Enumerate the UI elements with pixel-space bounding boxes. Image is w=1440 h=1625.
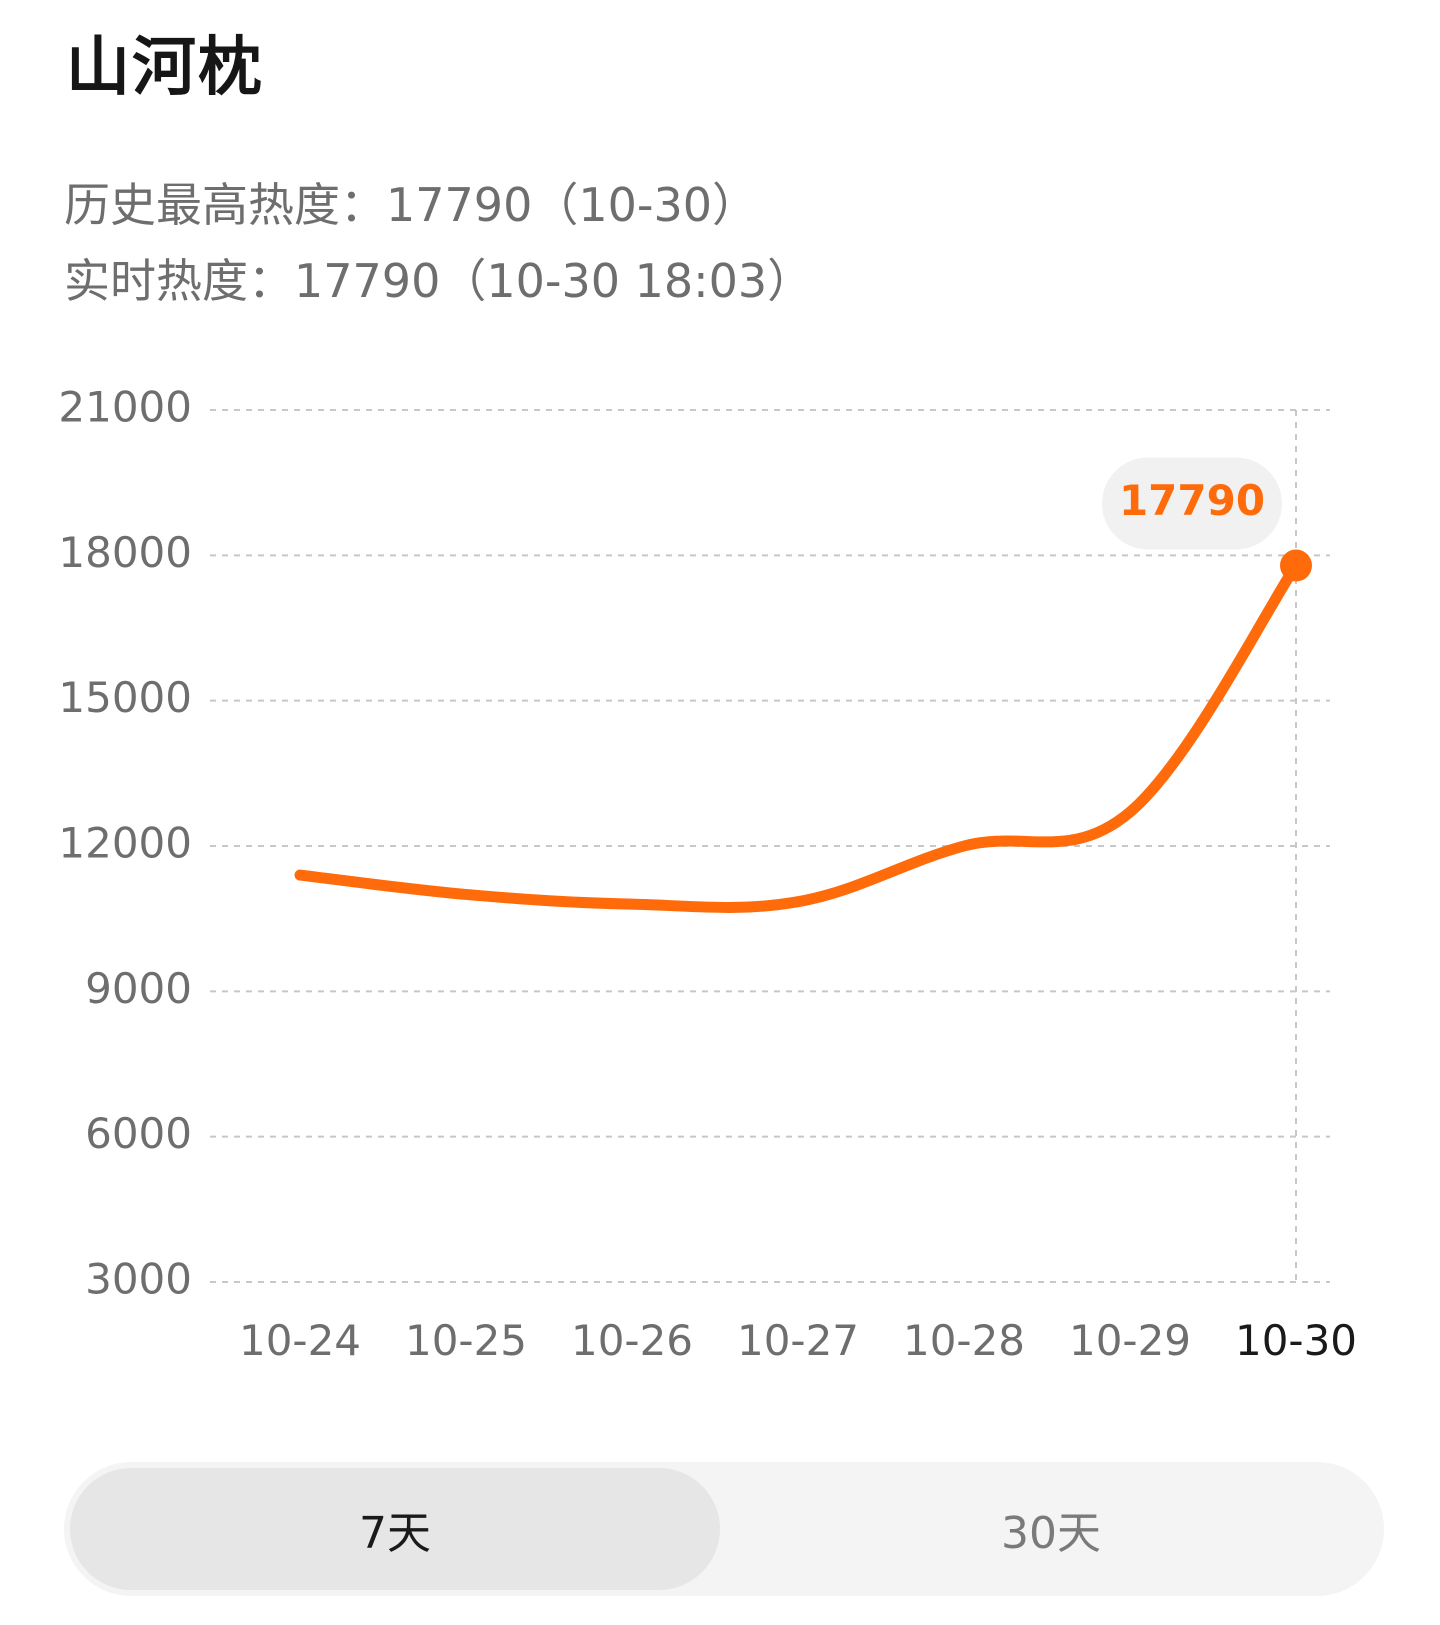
y-tick-label: 3000 — [85, 1255, 192, 1304]
highlight-point[interactable] — [1280, 549, 1312, 582]
y-tick-label: 21000 — [58, 383, 192, 432]
y-tick-label: 12000 — [58, 819, 192, 868]
tooltip-value: 17790 — [1119, 476, 1265, 525]
x-tick-label: 10-29 — [1069, 1316, 1191, 1365]
range-toggle: 7天 30天 — [64, 1462, 1384, 1596]
page-title: 山河枕 — [66, 31, 264, 105]
x-tick-label: 10-25 — [405, 1316, 527, 1365]
y-tick-label: 9000 — [85, 964, 192, 1013]
x-tick-label: 10-28 — [903, 1316, 1025, 1365]
value-tooltip: 17790 — [1102, 457, 1282, 550]
x-axis-ticks: 10-24 10-25 10-26 10-27 10-28 10-29 10-30 — [239, 1316, 1357, 1365]
range-7-days-button[interactable]: 7天 — [70, 1468, 720, 1590]
x-tick-label: 10-24 — [239, 1316, 361, 1365]
x-tick-label: 10-27 — [737, 1316, 859, 1365]
y-tick-label: 6000 — [85, 1109, 192, 1158]
y-tick-label: 15000 — [58, 673, 192, 722]
x-tick-label: 10-30 — [1235, 1316, 1357, 1365]
range-30-days-button[interactable]: 30天 — [1001, 1508, 1101, 1559]
realtime-heat-stat: 实时热度：17790（10-30 18:03） — [64, 254, 814, 308]
tooltip-background — [1102, 457, 1282, 550]
series-line — [294, 560, 1302, 913]
y-axis-ticks: 21000 18000 15000 12000 9000 6000 3000 — [58, 383, 192, 1304]
x-tick-label: 10-26 — [571, 1316, 693, 1365]
y-tick-label: 18000 — [58, 528, 192, 577]
peak-heat-stat: 历史最高热度：17790（10-30） — [64, 178, 758, 232]
